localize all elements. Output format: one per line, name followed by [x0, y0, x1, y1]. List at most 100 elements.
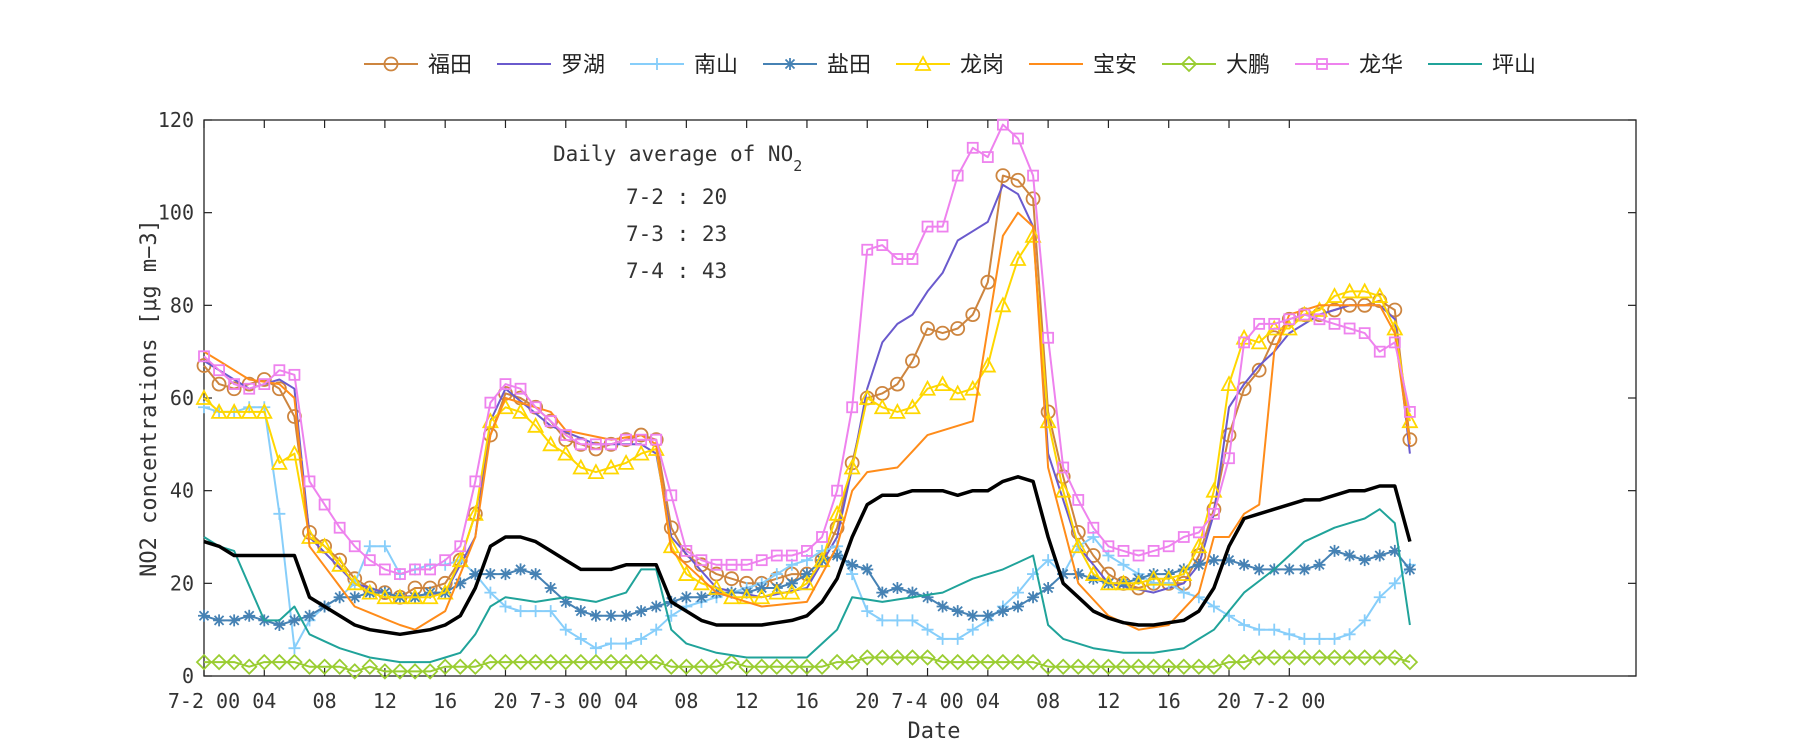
data-point	[1115, 658, 1132, 676]
data-point	[770, 549, 783, 562]
data-point	[1388, 336, 1401, 349]
data-point	[1281, 311, 1297, 327]
data-point	[979, 356, 997, 373]
data-point	[693, 658, 710, 676]
x-tick-label: 20	[1217, 689, 1241, 713]
data-point	[605, 438, 617, 451]
legend-label: 宝安	[1093, 53, 1137, 78]
annotation-line-2: 7-3 : 23	[626, 222, 727, 246]
data-point	[1343, 628, 1356, 641]
data-point	[512, 653, 529, 671]
data-point	[1011, 600, 1024, 613]
x-axis-label: Date	[908, 719, 961, 744]
data-point	[1268, 623, 1281, 636]
data-point	[439, 554, 452, 567]
legend-item: 福田	[364, 53, 472, 78]
x-axis: 7-2 00 04 08 12 16 20 7-3 00 04 08 12 16 20 7-4 00 04…	[168, 120, 1325, 713]
data-point	[213, 364, 225, 377]
data-point	[680, 591, 693, 604]
legend-item: 龙华	[1295, 53, 1403, 78]
data-point	[800, 568, 813, 581]
data-point	[1192, 558, 1205, 571]
data-point	[1265, 649, 1283, 666]
data-point	[951, 169, 964, 182]
data-point	[243, 382, 256, 395]
data-point	[1373, 345, 1386, 358]
data-point	[632, 653, 650, 671]
data-point	[828, 653, 846, 671]
data-point	[934, 375, 952, 392]
legend-marker	[1180, 55, 1198, 73]
data-point	[378, 540, 391, 553]
data-point	[980, 274, 996, 290]
data-point	[363, 540, 376, 553]
legend-item: 南山	[630, 53, 738, 78]
data-point	[1160, 569, 1178, 586]
data-point	[512, 403, 530, 419]
data-point	[707, 579, 726, 595]
data-point	[725, 558, 738, 571]
data-point	[1281, 649, 1298, 666]
data-point	[996, 605, 1009, 618]
data-point	[1371, 649, 1389, 666]
data-point	[1283, 313, 1296, 326]
data-point	[1177, 531, 1190, 543]
data-point	[451, 551, 469, 568]
data-point	[1117, 545, 1130, 557]
data-point	[920, 321, 935, 336]
data-point	[949, 384, 967, 401]
data-point	[1069, 537, 1087, 554]
data-point	[587, 463, 605, 480]
x-tick-label: 20	[855, 689, 879, 713]
x-tick-label: 7-4 00	[891, 689, 963, 713]
data-point	[1084, 565, 1102, 581]
data-point	[484, 586, 497, 599]
data-point	[813, 658, 831, 676]
data-point	[1343, 322, 1356, 335]
data-point	[798, 658, 816, 676]
y-axis-label: NO2 concentrations [μg m−3]	[137, 219, 162, 577]
legend-marker	[651, 58, 663, 70]
data-point	[1373, 549, 1386, 562]
data-point	[1054, 481, 1072, 498]
x-tick-label: 08	[313, 689, 337, 713]
data-point	[861, 563, 874, 576]
data-point	[1025, 191, 1041, 207]
series-10	[203, 475, 1412, 637]
data-point	[406, 588, 424, 605]
data-point	[529, 605, 542, 618]
legend-label: 坪山	[1492, 53, 1536, 78]
data-point	[301, 658, 318, 676]
data-point	[1296, 649, 1313, 666]
legend-label: 龙华	[1359, 53, 1403, 78]
legend-label: 罗湖	[561, 53, 605, 78]
data-point	[590, 438, 602, 451]
data-point	[635, 605, 648, 618]
data-point	[409, 563, 421, 576]
data-point	[499, 378, 512, 391]
data-point	[572, 653, 590, 671]
data-point	[650, 600, 663, 613]
data-point	[1190, 658, 1208, 676]
data-point	[1162, 568, 1175, 581]
data-point	[346, 663, 364, 680]
y-tick-label: 80	[170, 293, 194, 317]
data-point	[574, 438, 587, 451]
data-point	[921, 623, 934, 636]
data-point	[378, 563, 391, 576]
x-tick-label: 08	[1036, 689, 1060, 713]
data-point	[484, 396, 497, 409]
y-tick-label: 100	[158, 201, 194, 225]
data-point	[1160, 658, 1177, 676]
data-point	[602, 653, 620, 671]
data-point	[1401, 653, 1419, 671]
data-point	[995, 168, 1011, 184]
legend-marker	[914, 55, 932, 71]
data-point	[695, 591, 708, 604]
data-point	[1027, 591, 1040, 604]
data-point	[1042, 581, 1055, 594]
data-point	[557, 653, 575, 671]
data-point	[559, 429, 572, 441]
data-point	[572, 458, 590, 475]
